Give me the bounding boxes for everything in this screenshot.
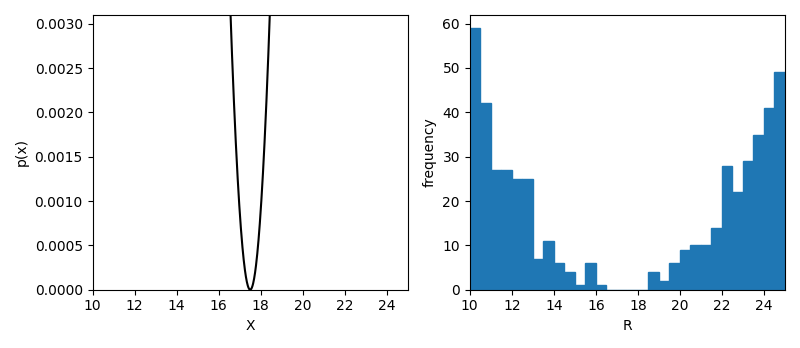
Bar (764, 108, 774, 290)
Y-axis label: frequency: frequency (423, 118, 437, 187)
Bar (690, 245, 701, 290)
Bar (543, 241, 554, 290)
Bar (490, 170, 502, 290)
Bar (648, 272, 659, 290)
Bar (586, 263, 596, 290)
Bar (480, 103, 490, 290)
Bar (774, 72, 785, 290)
X-axis label: R: R (622, 319, 632, 333)
Bar (680, 250, 690, 290)
Bar (575, 285, 586, 290)
Bar (554, 263, 564, 290)
Bar (701, 245, 711, 290)
Y-axis label: p(x): p(x) (15, 139, 29, 166)
Bar (564, 272, 575, 290)
Bar (659, 281, 670, 290)
Bar (470, 28, 480, 290)
Bar (743, 161, 754, 290)
Bar (596, 285, 606, 290)
Bar (502, 170, 512, 290)
Bar (722, 166, 733, 290)
Bar (522, 179, 533, 290)
X-axis label: X: X (246, 319, 255, 333)
Bar (670, 263, 680, 290)
Bar (512, 179, 522, 290)
Bar (533, 259, 543, 290)
Bar (733, 192, 743, 290)
Bar (754, 135, 764, 290)
Bar (711, 228, 722, 290)
